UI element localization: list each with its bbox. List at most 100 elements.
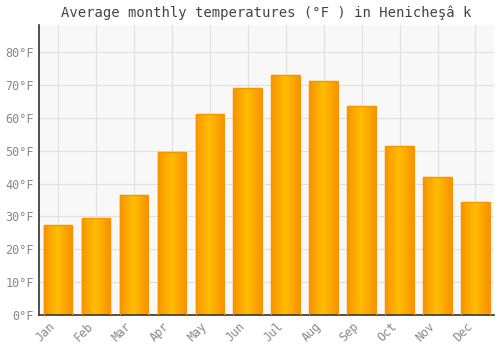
Bar	[410, 146, 411, 315]
Bar	[275, 75, 276, 315]
Bar	[60, 225, 62, 315]
Bar	[320, 82, 321, 315]
Bar	[444, 177, 445, 315]
Bar	[487, 202, 488, 315]
Bar	[404, 146, 405, 315]
Bar	[241, 88, 242, 315]
Bar	[162, 152, 163, 315]
Bar	[206, 114, 207, 315]
Bar	[483, 202, 484, 315]
Bar	[334, 82, 335, 315]
Bar	[485, 202, 486, 315]
Bar	[135, 195, 136, 315]
Bar	[98, 218, 100, 315]
Bar	[353, 106, 354, 315]
Bar	[124, 195, 126, 315]
Bar	[386, 146, 387, 315]
Bar	[97, 218, 98, 315]
Bar	[130, 195, 131, 315]
Bar	[411, 146, 412, 315]
Bar	[52, 225, 53, 315]
Bar	[278, 75, 279, 315]
Bar	[240, 88, 241, 315]
Bar	[409, 146, 410, 315]
Bar	[128, 195, 130, 315]
Bar	[399, 146, 400, 315]
Bar	[104, 218, 105, 315]
Bar	[237, 88, 238, 315]
Bar	[439, 177, 440, 315]
Bar	[289, 75, 290, 315]
Bar	[486, 202, 487, 315]
Bar	[283, 75, 284, 315]
Bar	[46, 225, 47, 315]
Bar	[310, 82, 338, 315]
Bar	[88, 218, 89, 315]
Bar	[428, 177, 429, 315]
Bar	[67, 225, 68, 315]
Bar	[284, 75, 285, 315]
Bar	[143, 195, 144, 315]
Bar	[165, 152, 166, 315]
Bar	[173, 152, 174, 315]
Bar	[402, 146, 403, 315]
Bar	[280, 75, 281, 315]
Bar	[83, 218, 84, 315]
Bar	[108, 218, 109, 315]
Bar	[179, 152, 180, 315]
Bar	[181, 152, 182, 315]
Bar	[144, 195, 145, 315]
Bar	[431, 177, 432, 315]
Bar	[217, 114, 218, 315]
Bar	[290, 75, 291, 315]
Bar	[446, 177, 447, 315]
Bar	[105, 218, 106, 315]
Bar	[215, 114, 216, 315]
Bar	[475, 202, 476, 315]
Bar	[82, 218, 110, 315]
Bar	[368, 106, 369, 315]
Bar	[53, 225, 54, 315]
Bar	[251, 88, 252, 315]
Bar	[168, 152, 169, 315]
Bar	[469, 202, 470, 315]
Bar	[286, 75, 287, 315]
Bar	[247, 88, 248, 315]
Bar	[373, 106, 374, 315]
Title: Average monthly temperatures (°F ) in Henicheşâ k: Average monthly temperatures (°F ) in He…	[62, 6, 472, 20]
Bar	[202, 114, 203, 315]
Bar	[212, 114, 213, 315]
Bar	[318, 82, 319, 315]
Bar	[296, 75, 297, 315]
Bar	[252, 88, 253, 315]
Bar	[336, 82, 338, 315]
Bar	[352, 106, 353, 315]
Bar	[172, 152, 173, 315]
Bar	[442, 177, 443, 315]
Bar	[472, 202, 473, 315]
Bar	[479, 202, 480, 315]
Bar	[447, 177, 448, 315]
Bar	[137, 195, 138, 315]
Bar	[59, 225, 60, 315]
Bar	[198, 114, 199, 315]
Bar	[330, 82, 331, 315]
Bar	[461, 202, 462, 315]
Bar	[462, 202, 463, 315]
Bar	[287, 75, 288, 315]
Bar	[180, 152, 181, 315]
Bar	[443, 177, 444, 315]
Bar	[372, 106, 373, 315]
Bar	[433, 177, 434, 315]
Bar	[169, 152, 170, 315]
Bar	[220, 114, 221, 315]
Bar	[250, 88, 251, 315]
Bar	[292, 75, 293, 315]
Bar	[122, 195, 123, 315]
Bar	[166, 152, 167, 315]
Bar	[322, 82, 323, 315]
Bar	[243, 88, 244, 315]
Bar	[360, 106, 361, 315]
Bar	[182, 152, 183, 315]
Bar	[176, 152, 177, 315]
